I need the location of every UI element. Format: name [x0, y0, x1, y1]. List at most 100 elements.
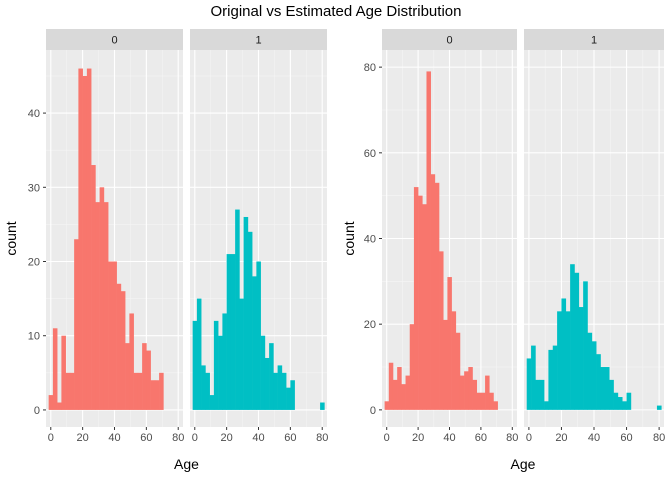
histogram-bar — [209, 395, 215, 410]
histogram-bar — [205, 372, 210, 410]
histogram-bar — [230, 254, 236, 410]
y-tick-label: 20 — [364, 319, 376, 331]
histogram-bar — [409, 324, 415, 410]
histogram-bar — [526, 358, 532, 410]
histogram-bar — [290, 380, 295, 410]
x-tick-label: 60 — [284, 432, 296, 444]
x-tick-label: 40 — [108, 432, 120, 444]
x-tick-label: 20 — [221, 432, 233, 444]
histogram-bar — [243, 216, 249, 410]
histogram-bar — [405, 375, 411, 410]
histogram-bar — [281, 372, 287, 410]
x-tick-label: 20 — [555, 432, 567, 444]
y-tick-label: 80 — [364, 62, 376, 74]
histogram-bar — [213, 320, 219, 410]
histogram-bar — [485, 375, 490, 410]
x-axis-title: Age — [511, 456, 536, 472]
x-tick-label: 80 — [653, 432, 665, 444]
histogram-bar — [103, 202, 109, 410]
y-tick-label: 0 — [34, 405, 40, 417]
histogram-bar — [252, 276, 257, 410]
histogram-bar — [455, 332, 461, 410]
x-tick-label: 0 — [192, 432, 198, 444]
histogram-bar — [561, 298, 567, 410]
histogram-bar — [443, 319, 448, 410]
histogram-bar — [552, 345, 558, 410]
histogram-bar — [480, 392, 486, 410]
histogram-bar — [154, 380, 160, 410]
histogram-bar — [91, 165, 96, 410]
histogram-bar — [120, 291, 126, 410]
histogram-bar — [418, 195, 423, 410]
histogram-bar — [535, 379, 541, 410]
facet-strip-label: 0 — [111, 35, 117, 47]
histogram-bar — [239, 298, 244, 410]
chart-title: Original vs Estimated Age Distribution — [210, 3, 462, 20]
facet-0-1: 1 0 20 40 60 80 — [190, 29, 328, 444]
facet-1-0: 0 0 20 40 60 80 0 20 40 60 80 — [364, 29, 518, 444]
histogram-bar — [459, 375, 465, 410]
facet-strip — [382, 29, 517, 50]
histogram-bar — [196, 298, 202, 410]
histogram-bar — [476, 392, 482, 410]
x-tick-label: 60 — [475, 432, 487, 444]
x-tick-label: 20 — [77, 432, 89, 444]
histogram-bar — [226, 254, 232, 410]
histogram-bar — [596, 354, 601, 410]
histogram-bar — [256, 261, 261, 410]
histogram-bar — [116, 283, 122, 410]
histogram-bar — [472, 379, 478, 410]
y-tick-label: 10 — [28, 331, 40, 343]
y-tick-label: 40 — [28, 108, 40, 120]
histogram-bar — [565, 311, 571, 410]
histogram-bar — [150, 380, 156, 410]
x-tick-label: 0 — [384, 432, 390, 444]
histogram-bar — [656, 405, 662, 410]
histogram-bar — [622, 401, 627, 410]
facet-strip — [190, 29, 327, 50]
histogram-bar — [626, 392, 632, 410]
y-axis-title: count — [341, 221, 357, 255]
x-tick-label: 60 — [140, 432, 152, 444]
histogram-bar — [142, 343, 147, 410]
histogram-bar — [74, 239, 79, 410]
histogram-bar — [401, 384, 406, 410]
histogram-bar — [434, 182, 440, 410]
histogram-bar — [48, 395, 54, 410]
facet-strip — [524, 29, 664, 50]
histogram-bar — [57, 402, 62, 410]
y-tick-label: 0 — [370, 405, 376, 417]
histogram-bar — [52, 328, 58, 410]
histogram-bar — [600, 367, 606, 410]
histogram-bar — [439, 251, 444, 410]
histogram-bar — [578, 307, 584, 410]
histogram-bar — [384, 401, 390, 410]
histogram-bar — [451, 311, 457, 410]
x-tick-label: 80 — [172, 432, 184, 444]
histogram-bar — [86, 68, 92, 410]
histogram-bar — [133, 372, 139, 410]
histogram-bar — [548, 349, 554, 410]
histogram-bar — [583, 281, 588, 410]
x-tick-label: 0 — [48, 432, 54, 444]
x-tick-label: 80 — [506, 432, 518, 444]
histogram-bar — [531, 345, 536, 410]
y-tick-label: 30 — [28, 182, 40, 194]
histogram-bar — [108, 261, 113, 410]
x-tick-label: 20 — [412, 432, 424, 444]
histogram-bar — [570, 264, 575, 410]
x-tick-label: 60 — [620, 432, 632, 444]
histogram-bar — [247, 231, 253, 410]
histogram-bar — [320, 402, 325, 410]
x-tick-label: 40 — [443, 432, 455, 444]
histogram-bar — [609, 379, 614, 410]
histogram-bar — [422, 204, 427, 410]
x-tick-label: 0 — [526, 432, 532, 444]
histogram-bar — [604, 367, 610, 410]
histogram-bar — [61, 335, 66, 410]
histogram-bar — [112, 261, 117, 410]
histogram-bar — [65, 372, 71, 410]
histogram-bar — [388, 362, 394, 410]
